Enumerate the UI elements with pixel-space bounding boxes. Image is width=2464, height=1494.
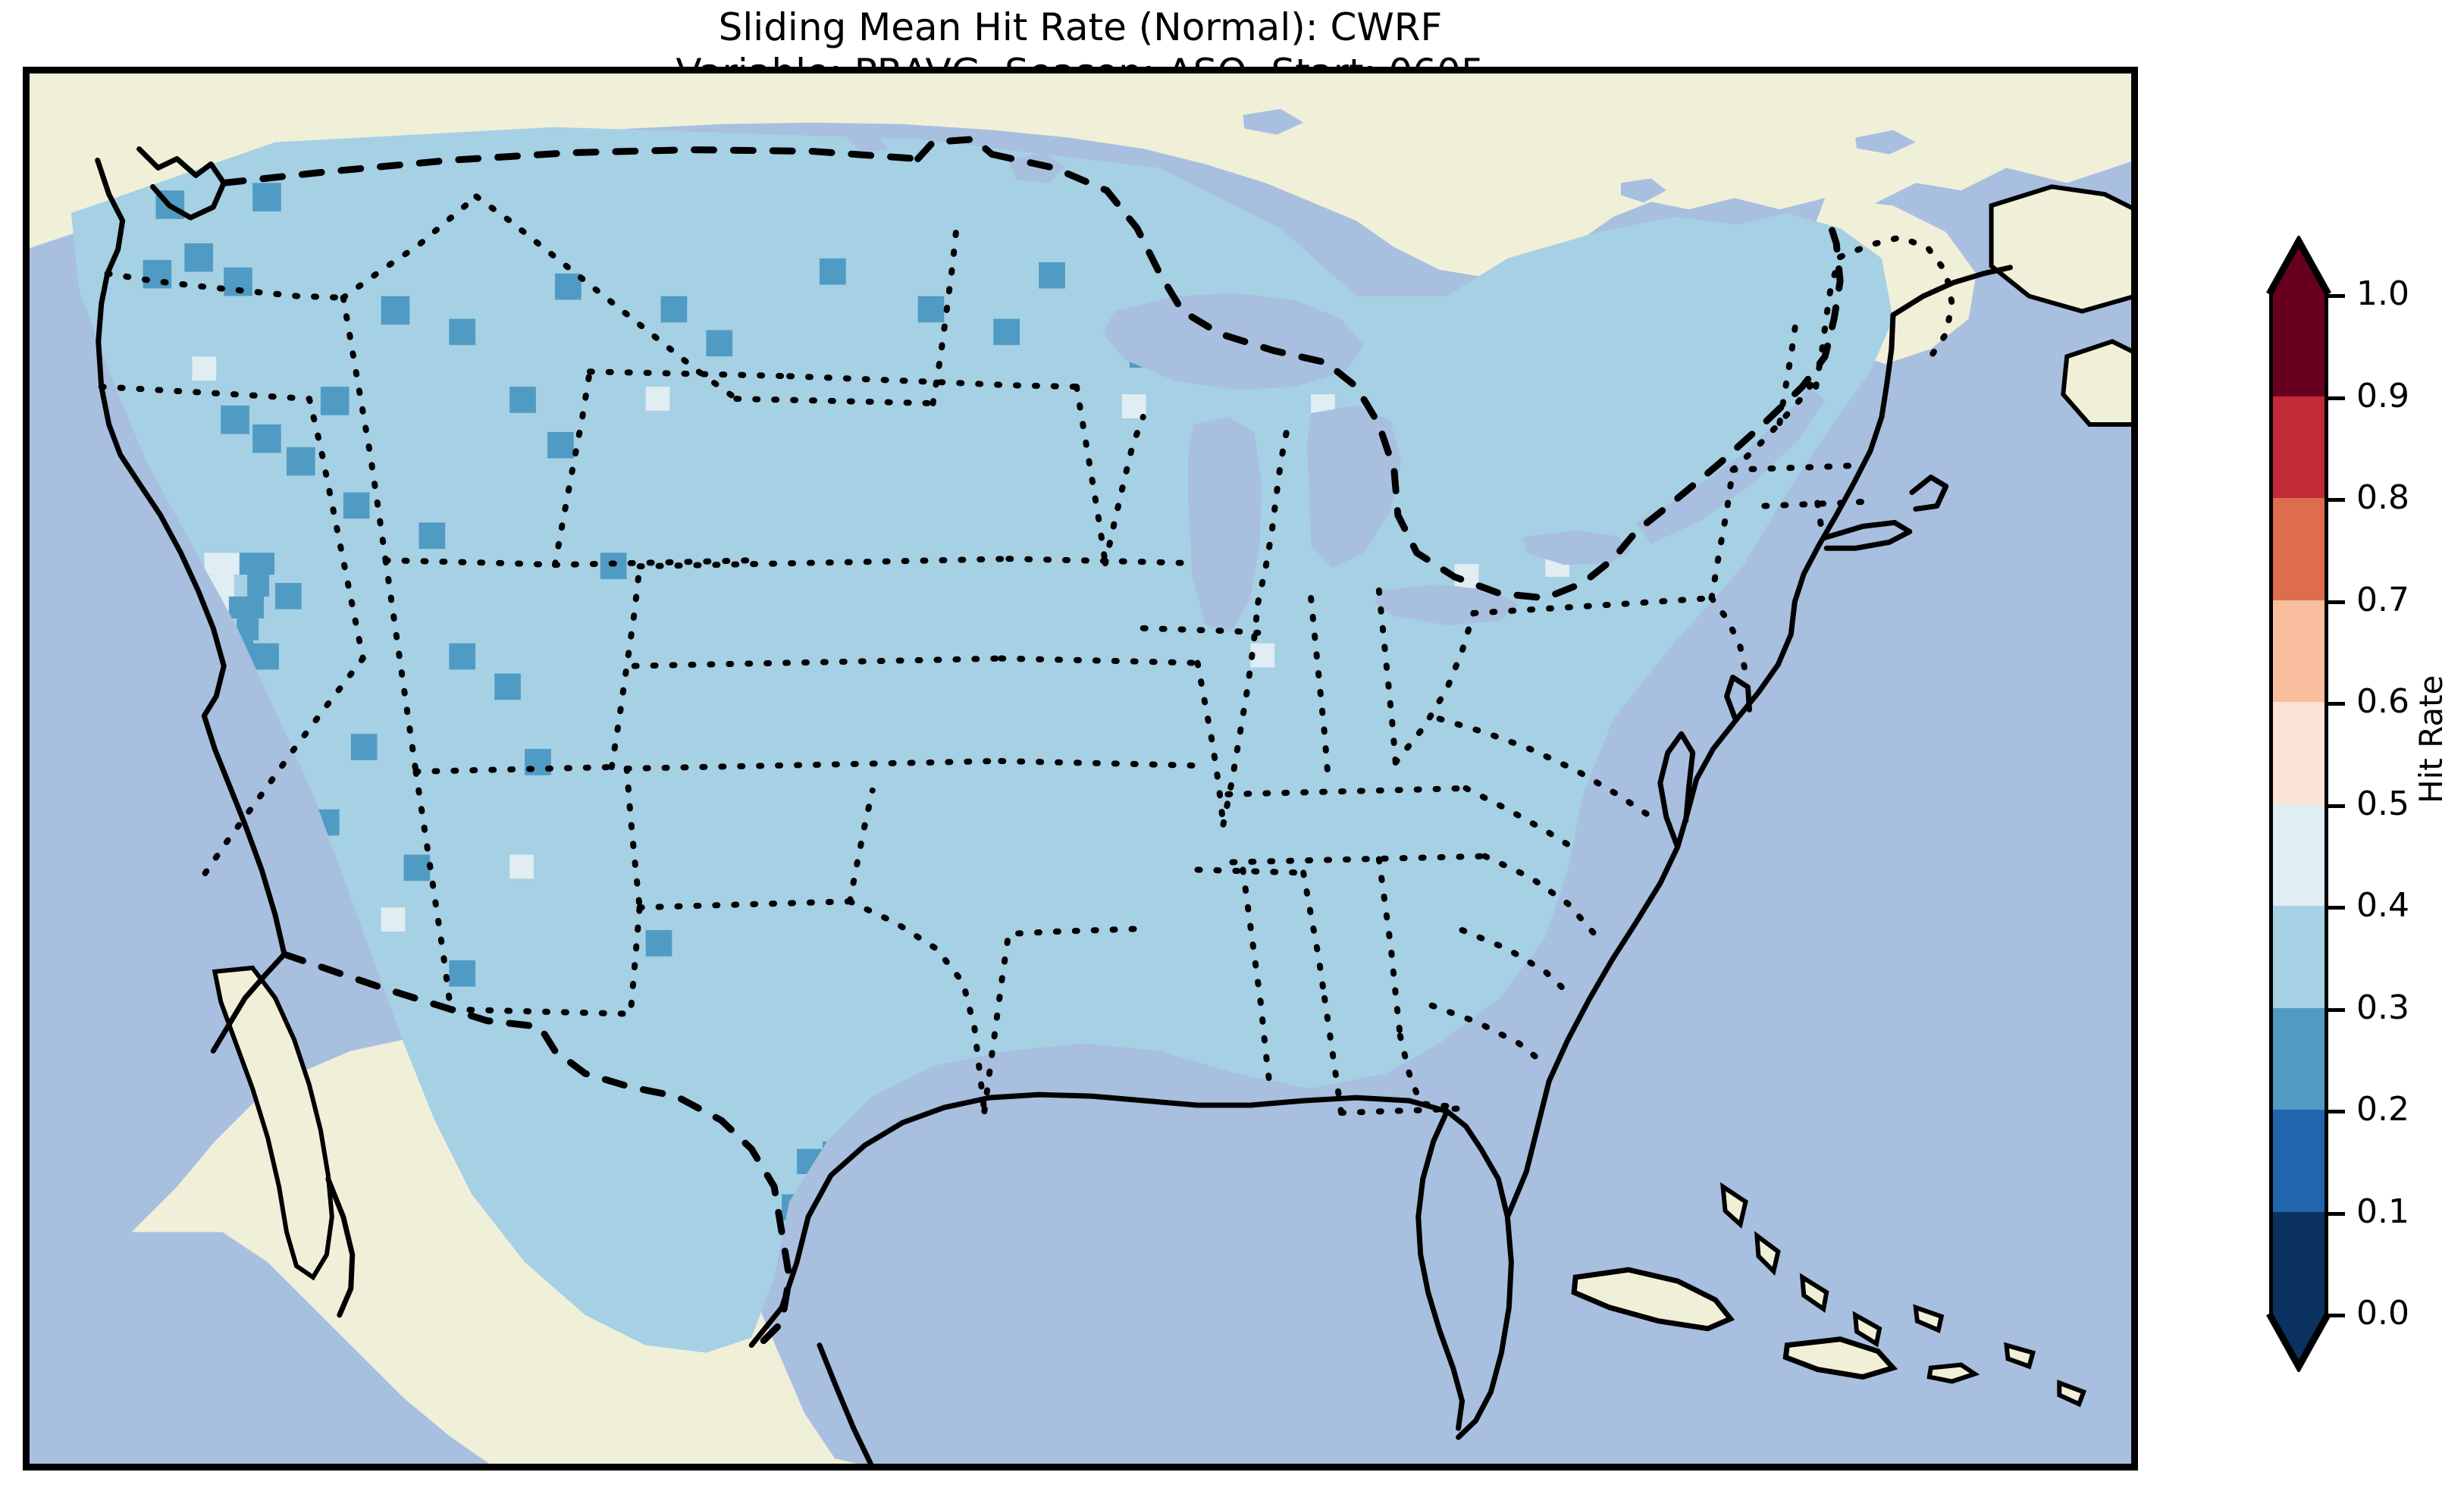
- colorbar-tick-label: 0.1: [2356, 1192, 2409, 1231]
- colorbar-tick-label: 0.7: [2356, 580, 2409, 619]
- data-cell: [252, 183, 281, 211]
- colorbar-tick-label: 1.0: [2356, 274, 2409, 313]
- colorbar-tick-label: 0.8: [2356, 478, 2409, 517]
- data-cell: [252, 553, 275, 575]
- colorbar-tick: [2328, 1110, 2345, 1113]
- colorbar-tick: [2328, 702, 2345, 706]
- data-cell: [819, 258, 846, 285]
- data-cell: [192, 356, 217, 381]
- colorbar-tick: [2328, 803, 2345, 808]
- data-cell: [645, 930, 672, 957]
- map-canvas: [26, 70, 2135, 1467]
- colorbar[interactable]: [2269, 293, 2328, 1314]
- data-cell: [252, 643, 279, 670]
- data-cell: [660, 296, 688, 323]
- colorbar-band: [2269, 395, 2328, 498]
- data-cell: [449, 960, 476, 987]
- colorbar-band: [2269, 803, 2328, 906]
- colorbar-tick: [2328, 1211, 2345, 1216]
- colorbar-under-arrow-outline: [2266, 1311, 2331, 1372]
- data-cell: [252, 424, 281, 453]
- data-cell: [204, 553, 240, 575]
- colorbar-band: [2269, 1211, 2328, 1314]
- data-cell: [381, 296, 410, 325]
- data-cell: [419, 522, 446, 550]
- data-cell: [381, 907, 406, 932]
- colorbar-tick-label: 0.4: [2356, 886, 2409, 925]
- colorbar-tick: [2328, 600, 2345, 604]
- colorbar-band: [2269, 497, 2328, 600]
- map-axes[interactable]: [23, 67, 2138, 1471]
- data-cell: [247, 575, 270, 597]
- data-cell: [547, 431, 574, 459]
- colorbar-band: [2269, 599, 2328, 702]
- colorbar-tick-label: 0.0: [2356, 1294, 2409, 1333]
- data-cell: [403, 854, 431, 882]
- colorbar-tick: [2328, 1314, 2345, 1317]
- colorbar-tick-label: 0.2: [2356, 1090, 2409, 1129]
- colorbar-band: [2269, 1109, 2328, 1212]
- data-cell: [645, 387, 670, 411]
- data-cell: [221, 406, 249, 434]
- colorbar-tick: [2328, 294, 2345, 298]
- data-cell: [706, 330, 733, 357]
- data-cell: [554, 273, 582, 300]
- data-cell: [509, 854, 534, 879]
- data-cell: [1039, 262, 1065, 289]
- colorbar-tick: [2328, 906, 2345, 910]
- colorbar-over-arrow: [2269, 241, 2328, 294]
- data-cell: [343, 492, 370, 519]
- colorbar-tick: [2328, 498, 2345, 502]
- colorbar-tick-label: 0.6: [2356, 682, 2409, 721]
- data-cell: [287, 446, 315, 476]
- data-cell: [509, 387, 536, 413]
- colorbar-tick: [2328, 396, 2345, 400]
- colorbar-tick-label: 0.3: [2356, 988, 2409, 1027]
- colorbar-over-arrow-outline: [2266, 236, 2331, 296]
- colorbar-under-arrow: [2269, 1314, 2328, 1367]
- data-cell: [350, 734, 378, 760]
- colorbar-band: [2269, 293, 2328, 396]
- colorbar-axis-label: Hit Rate: [2412, 675, 2450, 803]
- colorbar-band: [2269, 905, 2328, 1008]
- data-cell: [320, 387, 350, 415]
- title-line-1: Sliding Mean Hit Rate (Normal): CWRF: [718, 5, 1443, 49]
- data-cell: [184, 243, 213, 272]
- data-cell: [242, 596, 265, 619]
- data-cell: [494, 673, 521, 700]
- colorbar-tick-label: 0.9: [2356, 376, 2409, 415]
- data-cell: [917, 296, 945, 323]
- data-cell: [275, 583, 302, 609]
- colorbar-tick: [2328, 1007, 2345, 1012]
- colorbar-band: [2269, 701, 2328, 804]
- colorbar-band: [2269, 1007, 2328, 1110]
- colorbar-tick-label: 0.5: [2356, 784, 2409, 823]
- data-cell: [449, 643, 476, 670]
- data-cell: [993, 318, 1020, 346]
- data-cell: [449, 318, 476, 346]
